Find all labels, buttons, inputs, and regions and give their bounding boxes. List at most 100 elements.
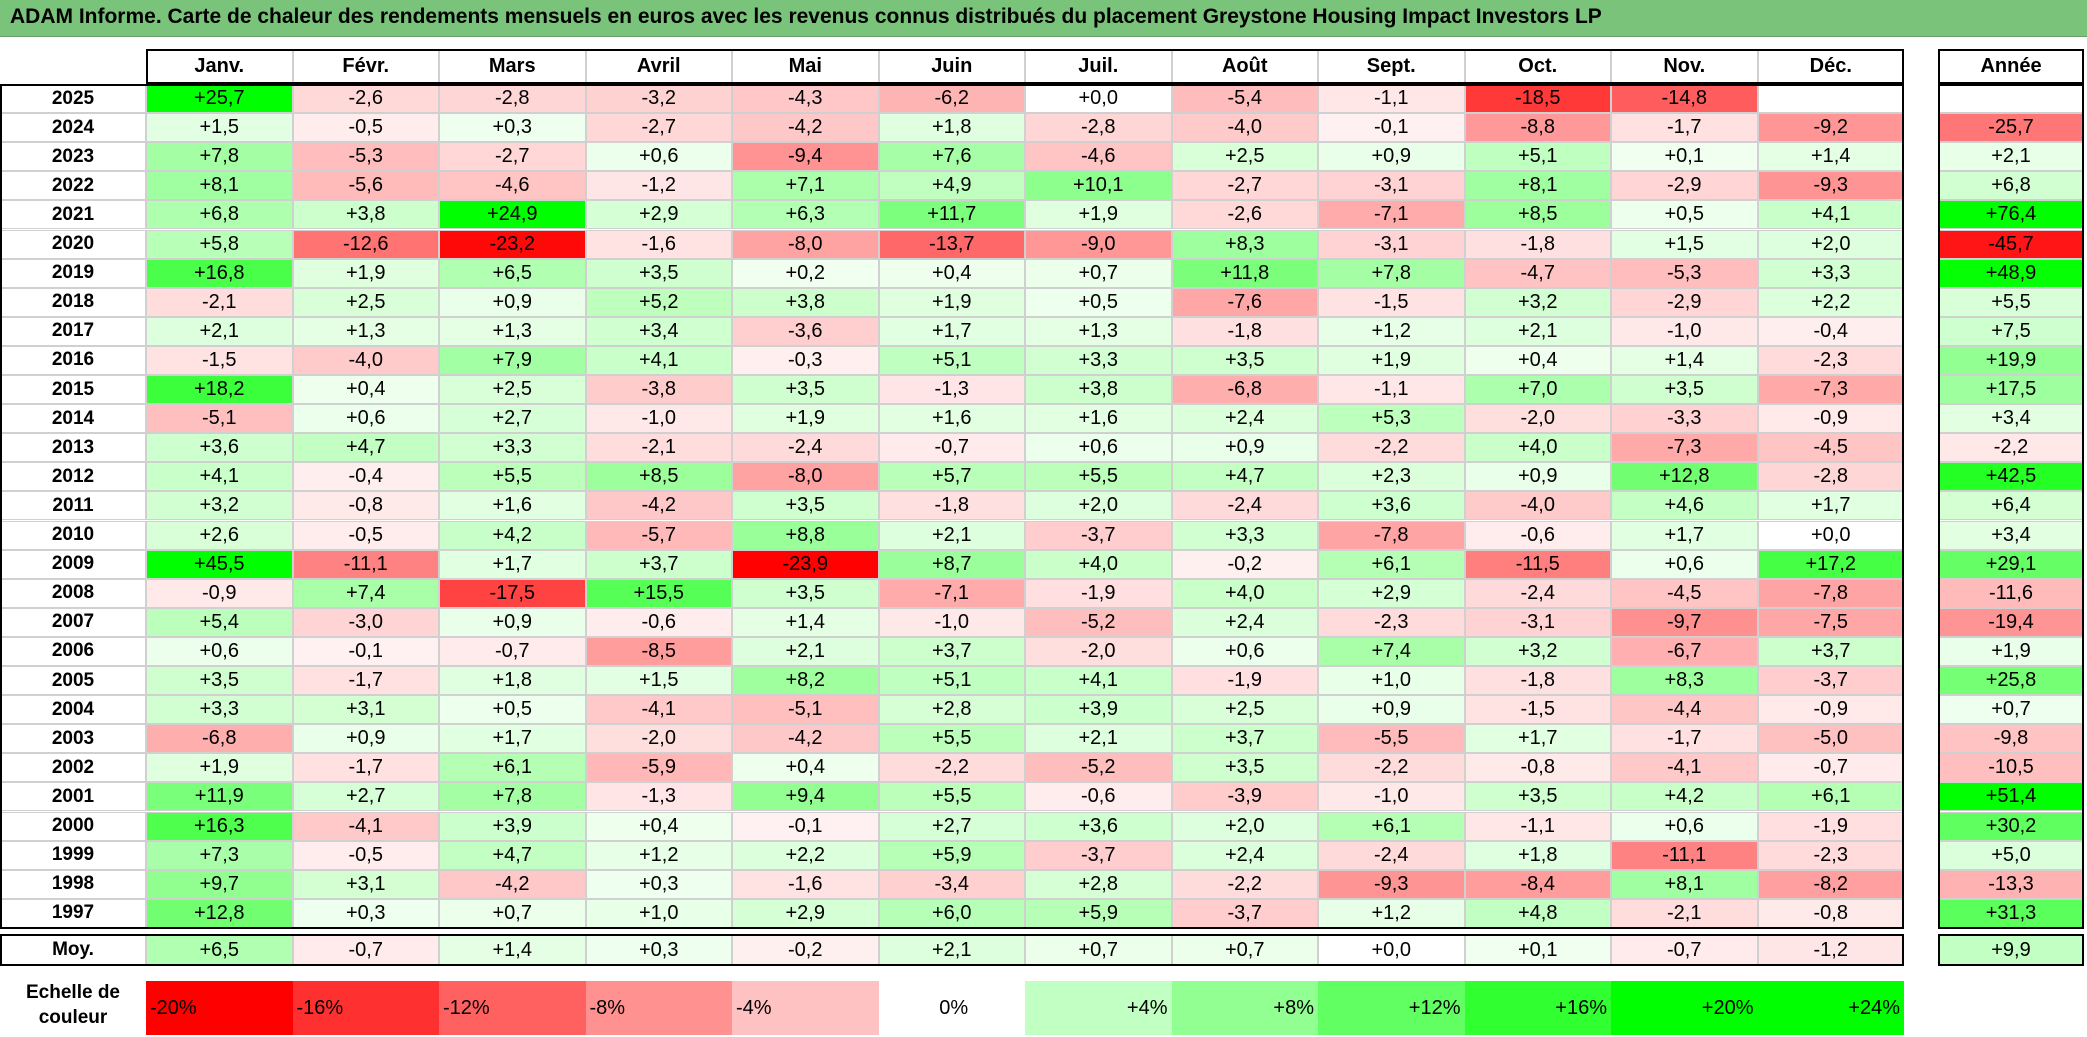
heatmap-cell: +0,4 [292, 375, 439, 405]
heatmap-cell: -5,3 [292, 142, 439, 172]
year-label: 2012 [0, 462, 146, 492]
heatmap-cell: +3,8 [1025, 375, 1172, 405]
heatmap-cell: +7,0 [1464, 375, 1611, 405]
heatmap-cell: +1,7 [439, 724, 586, 754]
heatmap-cell: +9,7 [146, 869, 293, 899]
heatmap-cell: +0,7 [439, 898, 586, 928]
heatmap-cell: +6,8 [146, 200, 293, 230]
heatmap-cell: -1,2 [585, 171, 732, 201]
heatmap-cell: -1,7 [1611, 724, 1758, 754]
heatmap-cell: +1,6 [1025, 404, 1172, 434]
month-header: Août [1171, 49, 1318, 83]
heatmap-cell: +3,5 [585, 258, 732, 288]
heatmap-cell: -2,2 [1171, 869, 1318, 899]
heatmap-cell: +3,3 [1025, 345, 1172, 375]
heatmap-cell: +0,4 [878, 258, 1025, 288]
heatmap-cell: +12,8 [146, 898, 293, 928]
heatmap-cell: +15,5 [585, 578, 732, 608]
year-label: 2017 [0, 316, 146, 346]
year-label: 2025 [0, 84, 146, 114]
heatmap-cell: +3,8 [732, 287, 879, 317]
heatmap-cell: +10,1 [1025, 171, 1172, 201]
heatmap-cell: -4,4 [1611, 695, 1758, 725]
heatmap-cell: +6,1 [1318, 549, 1465, 579]
heatmap-cell: +0,0 [1025, 84, 1172, 114]
heatmap-cell: -2,7 [439, 142, 586, 172]
heatmap-cell: -8,2 [1757, 869, 1904, 899]
heatmap-cell: -7,5 [1757, 607, 1904, 637]
annual-cell: +31,3 [1938, 898, 2084, 928]
year-label: 2011 [0, 491, 146, 521]
annual-cell: +5,5 [1938, 287, 2084, 317]
heatmap-cell: -5,3 [1611, 258, 1758, 288]
heatmap-cell: -2,3 [1757, 840, 1904, 870]
heatmap-cell: -1,5 [146, 345, 293, 375]
heatmap-cell: +1,4 [732, 607, 879, 637]
heatmap-cell: -23,9 [732, 549, 879, 579]
year-label: 2008 [0, 578, 146, 608]
heatmap-cell: +3,5 [1171, 345, 1318, 375]
heatmap-cell: +11,9 [146, 782, 293, 812]
color-scale-label: Echelle de couleur [26, 982, 120, 1028]
heatmap-cell: +25,7 [146, 84, 293, 114]
heatmap-cell: +1,9 [878, 287, 1025, 317]
heatmap-cell: +3,3 [1171, 520, 1318, 550]
heatmap-cell: -2,8 [1025, 113, 1172, 143]
heatmap-cell: -2,8 [1757, 462, 1904, 492]
heatmap-cell: -1,9 [1171, 666, 1318, 696]
heatmap-cell: +4,6 [1611, 491, 1758, 521]
heatmap-cell: -23,2 [439, 229, 586, 259]
annual-cell: +5,0 [1938, 840, 2084, 870]
heatmap-cell: -4,0 [292, 345, 439, 375]
average-cell: +0,0 [1318, 934, 1465, 966]
heatmap-cell: +7,4 [292, 578, 439, 608]
heatmap-cell: +1,2 [585, 840, 732, 870]
heatmap-cell: -4,0 [1171, 113, 1318, 143]
heatmap-cell: +2,8 [1025, 869, 1172, 899]
heatmap-cell: -3,9 [1171, 782, 1318, 812]
heatmap-cell: +1,9 [1025, 200, 1172, 230]
heatmap-cell: +24,9 [439, 200, 586, 230]
heatmap-cell: +0,9 [439, 287, 586, 317]
heatmap-cell: +1,4 [1611, 345, 1758, 375]
heatmap-cell: -0,9 [146, 578, 293, 608]
heatmap-cell: +5,1 [1464, 142, 1611, 172]
heatmap-cell: -2,7 [1171, 171, 1318, 201]
heatmap-cell: -11,5 [1464, 549, 1611, 579]
heatmap-cell: +2,7 [292, 782, 439, 812]
heatmap-cell: -2,8 [439, 84, 586, 114]
heatmap-cell: -5,5 [1318, 724, 1465, 754]
heatmap-cell: -2,3 [1318, 607, 1465, 637]
year-label: 2022 [0, 171, 146, 201]
title-bar: ADAM Informe. Carte de chaleur des rende… [0, 0, 2087, 37]
heatmap-cell: -0,6 [1025, 782, 1172, 812]
heatmap-cell: -11,1 [292, 549, 439, 579]
annual-cell: -11,6 [1938, 578, 2084, 608]
heatmap-cell: +8,2 [732, 666, 879, 696]
average-cell: -0,2 [732, 934, 879, 966]
heatmap-cell: +3,9 [439, 811, 586, 841]
heatmap-cell: +3,1 [292, 695, 439, 725]
heatmap-cell: -1,1 [1318, 375, 1465, 405]
heatmap-cell: -5,9 [585, 753, 732, 783]
average-cell: -0,7 [1611, 934, 1758, 966]
heatmap-cell: +4,9 [878, 171, 1025, 201]
annual-cell: +25,8 [1938, 666, 2084, 696]
heatmap-cell: +2,2 [1757, 287, 1904, 317]
heatmap-cell: +2,1 [732, 636, 879, 666]
heatmap-cell: -8,8 [1464, 113, 1611, 143]
heatmap-cell: -2,0 [1464, 404, 1611, 434]
year-column-header: Année [1938, 49, 2084, 83]
heatmap-cell: +4,7 [439, 840, 586, 870]
heatmap-cell: +6,1 [1318, 811, 1465, 841]
heatmap-cell: +0,1 [1611, 142, 1758, 172]
heatmap-cell: +1,9 [146, 753, 293, 783]
heatmap-cell: +0,5 [1611, 200, 1758, 230]
heatmap-cell: +4,7 [292, 433, 439, 463]
heatmap-cell: -1,5 [1464, 695, 1611, 725]
heatmap-cell: +4,1 [146, 462, 293, 492]
annual-cell: +6,8 [1938, 171, 2084, 201]
heatmap-cell: +5,8 [146, 229, 293, 259]
heatmap-cell: +8,7 [878, 549, 1025, 579]
heatmap-cell: -0,5 [292, 113, 439, 143]
